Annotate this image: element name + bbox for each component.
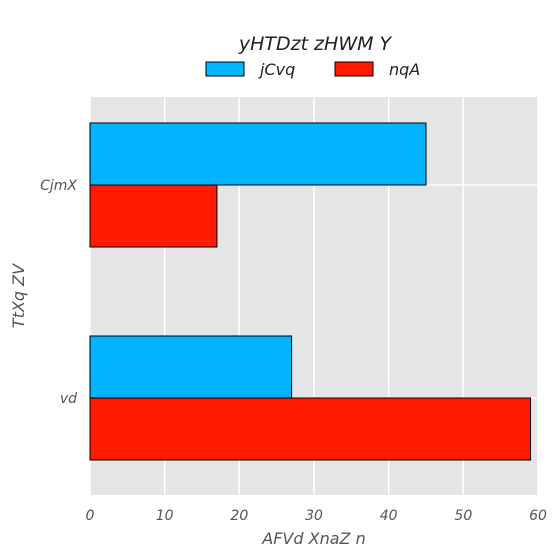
x-tick-label: 0 bbox=[86, 508, 95, 524]
bar-nqa-vd bbox=[89, 397, 532, 461]
bars bbox=[89, 122, 532, 461]
x-tick-labels: 0 10 20 30 40 50 60 bbox=[86, 508, 547, 524]
legend: jCvq nqA bbox=[205, 60, 420, 79]
y-tick-labels: CjmX vd bbox=[40, 178, 77, 407]
x-axis-label: AFVd XnaZ n bbox=[261, 529, 365, 548]
legend-swatch-nqa bbox=[334, 61, 374, 77]
legend-swatch-jcvq bbox=[205, 61, 245, 77]
legend-label-nqa: nqA bbox=[389, 60, 420, 79]
x-tick-label: 10 bbox=[156, 508, 174, 524]
chart-title: yHTDzt zHWM Y bbox=[238, 33, 393, 55]
bar-jcvq-cjmx bbox=[89, 122, 427, 186]
y-axis-label: TtXq ZV bbox=[9, 263, 28, 328]
bar-jcvq-vd bbox=[89, 335, 293, 399]
x-tick-label: 40 bbox=[380, 508, 398, 524]
x-tick-label: 30 bbox=[305, 508, 323, 524]
x-tick-label: 60 bbox=[529, 508, 547, 524]
y-tick-label: CjmX bbox=[40, 178, 77, 194]
x-tick-label: 20 bbox=[230, 508, 248, 524]
x-tick-label: 50 bbox=[454, 508, 472, 524]
legend-label-jcvq: jCvq bbox=[258, 60, 295, 79]
y-tick-label: vd bbox=[60, 391, 77, 407]
bar-nqa-cjmx bbox=[89, 184, 218, 248]
